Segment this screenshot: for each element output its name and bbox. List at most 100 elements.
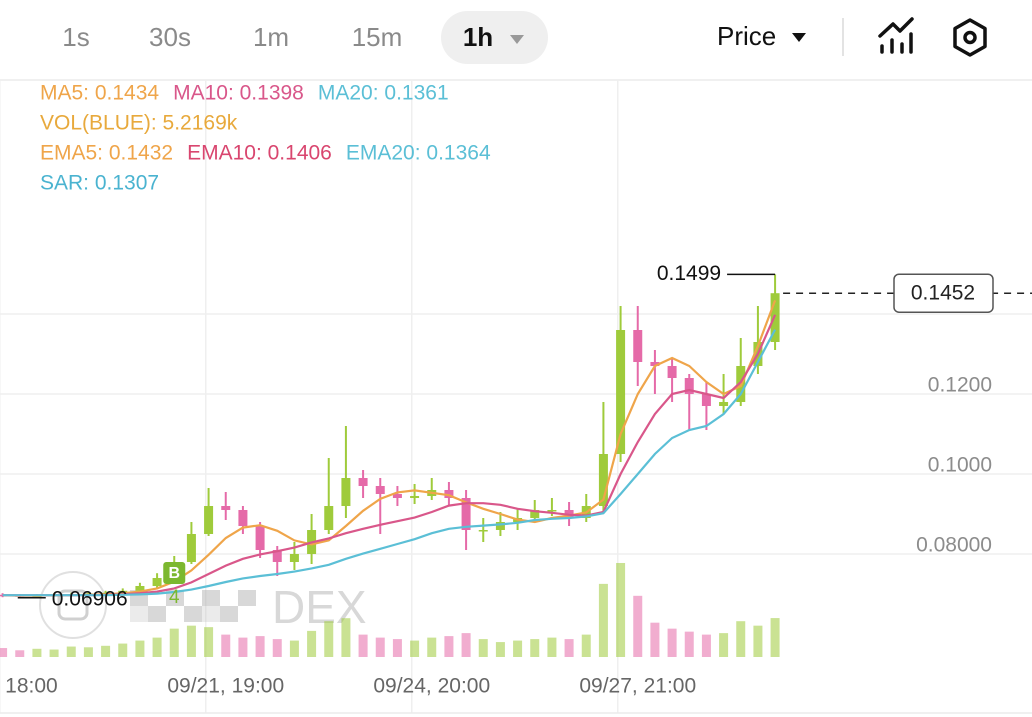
ma-line <box>2 329 777 597</box>
candle-body <box>358 478 368 486</box>
settings-icon[interactable] <box>953 18 987 57</box>
volume-bar <box>547 637 557 657</box>
volume-bar <box>83 647 93 657</box>
watermark: DEX <box>39 571 367 639</box>
volume-bar <box>152 637 162 657</box>
toolbar: Price 1s 30s 1m 15m 1h <box>0 11 1032 81</box>
volume-bar <box>598 583 608 657</box>
trade-marker-label: B <box>168 565 180 582</box>
candle-body <box>598 454 608 506</box>
interval-button[interactable]: 15m <box>352 22 403 52</box>
interval-button[interactable]: 1m <box>253 22 289 52</box>
candle-body <box>221 506 231 510</box>
y-tick-label: 0.1000 <box>928 454 992 477</box>
interval-button[interactable]: 30s <box>149 22 191 52</box>
volume-bar <box>49 649 59 657</box>
trade-marker-count: 4 <box>169 587 180 608</box>
indicator-value: MA20: 0.1361 <box>318 82 449 105</box>
x-tick-label: 8, 18:00 <box>0 675 58 698</box>
plot <box>0 274 780 657</box>
trade-marker[interactable] <box>163 562 186 584</box>
indicator-value: EMA20: 0.1364 <box>346 142 491 165</box>
volume-bar <box>581 634 591 657</box>
last-price-label: 0.1452 <box>911 282 975 305</box>
candle-body <box>272 550 282 562</box>
volume-bar <box>530 639 540 657</box>
price-caret[interactable] <box>792 33 806 42</box>
indicator-value: EMA10: 0.1406 <box>187 142 332 165</box>
candle-body <box>701 394 711 406</box>
volume-bar <box>736 621 746 657</box>
x-tick-label: 09/27, 21:00 <box>579 675 696 698</box>
x-tick-label: 09/24, 20:00 <box>373 675 490 698</box>
volume-bar <box>375 637 385 657</box>
volume-bar <box>341 618 351 657</box>
candle-body <box>633 330 643 362</box>
candle-body <box>667 366 677 378</box>
volume-bar <box>204 627 214 657</box>
interval-button[interactable]: 1h <box>463 22 493 52</box>
indicator-value: MA5: 0.1434 <box>40 82 159 105</box>
volume-bar <box>32 648 42 657</box>
volume-bar <box>135 640 145 657</box>
indicator-value: MA10: 0.1398 <box>173 82 304 105</box>
volume-bar <box>719 633 729 657</box>
volume-bar <box>118 643 128 657</box>
volume-bar <box>461 633 471 657</box>
x-tick-label: 09/21, 19:00 <box>167 675 284 698</box>
candle-body <box>186 534 196 562</box>
volume-bar <box>753 625 763 657</box>
volume-bar <box>701 634 711 657</box>
interval-caret[interactable] <box>510 35 524 44</box>
volume-bar <box>186 625 196 657</box>
volume-bar <box>478 639 488 657</box>
candle-body <box>495 522 505 530</box>
volume-bar <box>238 637 248 657</box>
y-tick-label: 0.08000 <box>916 534 992 557</box>
candle-body <box>324 506 334 530</box>
indicator-value: SAR: 0.1307 <box>40 172 159 195</box>
volume-bar <box>221 634 231 657</box>
volume-bar <box>684 631 694 657</box>
volume-bar <box>495 642 505 657</box>
candle-body <box>461 498 471 530</box>
volume-bar <box>667 628 677 657</box>
volume-bar <box>616 562 626 657</box>
candle-body <box>530 510 540 518</box>
indicator-value: VOL(BLUE): 5.2169k <box>40 112 238 135</box>
candle-body <box>444 490 454 498</box>
candle-body <box>392 494 402 498</box>
candle-body <box>255 526 265 550</box>
indicator-value: EMA5: 0.1432 <box>40 142 173 165</box>
candle-body <box>616 330 626 454</box>
chart-type-icon[interactable] <box>878 17 914 54</box>
volume-bar <box>0 648 8 657</box>
volume-bar <box>289 640 299 657</box>
interval-button[interactable]: 1s <box>62 22 89 52</box>
candle-body <box>684 378 694 394</box>
volume-bar <box>650 622 660 657</box>
volume-bar <box>307 630 317 657</box>
volume-bar <box>169 628 179 657</box>
candle-body <box>650 362 660 366</box>
candle-body <box>770 293 780 342</box>
price-mode[interactable]: Price <box>717 21 776 51</box>
volume-bar <box>101 645 111 657</box>
active-pill <box>441 11 548 64</box>
candle-body <box>204 506 214 534</box>
volume-bar <box>633 595 643 657</box>
candle-body <box>341 478 351 506</box>
min-label: 0.06906 <box>52 587 128 610</box>
candle-body <box>135 586 145 591</box>
volume-bar <box>392 639 402 657</box>
volume-bar <box>444 636 454 657</box>
candle-body <box>478 530 488 532</box>
watermark-text: DEX <box>272 581 367 633</box>
volume-bar <box>770 618 780 657</box>
last-price-box <box>893 273 994 313</box>
ma-line <box>2 300 777 597</box>
overlay: MA5: 0.1434 MA10: 0.1398 MA20: 0.1361 VOL(B… <box>0 82 1032 698</box>
